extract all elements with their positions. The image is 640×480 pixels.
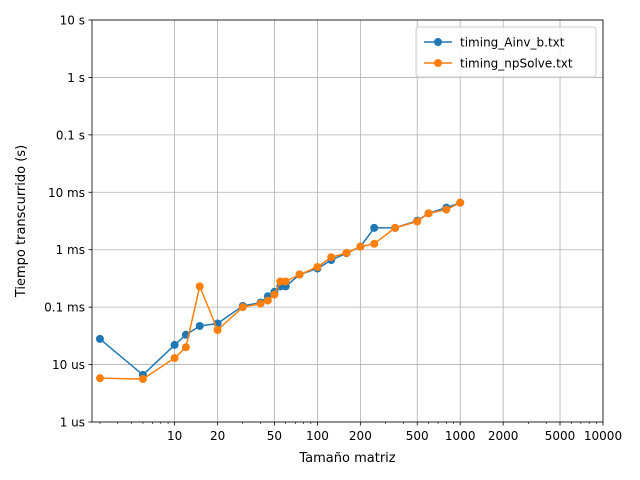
x-tick-label: 1000 [445, 429, 476, 443]
x-tick-label: 2000 [488, 429, 519, 443]
x-axis-label: Tamaño matriz [298, 451, 395, 466]
data-point [370, 239, 379, 248]
x-tick-label: 50 [267, 429, 282, 443]
data-point [295, 270, 304, 279]
data-point [270, 290, 279, 299]
y-tick-label: 10 ms [48, 186, 85, 200]
legend-marker [434, 59, 442, 67]
data-point [456, 198, 465, 207]
y-tick-label: 0.1 s [56, 128, 85, 142]
legend-label: timing_npSolve.txt [460, 57, 573, 71]
data-point [256, 299, 265, 308]
series-timing-npsolve-txt [95, 198, 465, 384]
legend-item: timing_npSolve.txt [424, 57, 573, 71]
data-point [442, 205, 451, 214]
data-point [391, 223, 400, 232]
data-point [342, 248, 351, 257]
data-point [424, 209, 433, 218]
legend-item: timing_Ainv_b.txt [424, 36, 565, 50]
x-tick-label: 20 [210, 429, 225, 443]
x-tick-label: 100 [306, 429, 329, 443]
y-tick-label: 1 us [60, 416, 85, 430]
axes-frame [91, 19, 604, 423]
legend: timing_Ainv_b.txt timing_npSolve.txt [415, 26, 597, 78]
x-tick-label: 10 [167, 429, 182, 443]
data-point [313, 263, 322, 272]
data-point [263, 296, 272, 305]
data-point [327, 253, 336, 262]
y-tick-label: 1 s [67, 71, 85, 85]
data-point [138, 375, 147, 384]
data-point [356, 242, 365, 251]
data-point [170, 340, 179, 349]
data-point [170, 354, 179, 363]
data-point [195, 282, 204, 291]
x-tick-label: 10000 [584, 429, 622, 443]
x-tick-label: 5000 [545, 429, 576, 443]
legend-label: timing_Ainv_b.txt [460, 36, 565, 50]
y-tick-label: 10 us [52, 358, 85, 372]
data-point [181, 343, 190, 352]
data-point [281, 277, 290, 286]
ticks: 10 20 50 100 200 500 1000 2000 5000 10000 1 us 10 u… [44, 14, 622, 444]
y-tick-label: 0.1 ms [44, 301, 85, 315]
legend-box [415, 26, 597, 78]
x-tick-label: 500 [406, 429, 429, 443]
y-axis-label: Tiempo transcurrido (s) [14, 145, 29, 298]
data-point [95, 374, 104, 383]
data-point [213, 325, 222, 334]
data-point [95, 334, 104, 343]
data-point [195, 321, 204, 330]
data-point [413, 217, 422, 226]
series-layer [95, 198, 465, 384]
y-tick-label: 1 ms [56, 243, 85, 257]
data-point [370, 223, 379, 232]
data-point [238, 303, 247, 312]
x-tick-label: 200 [349, 429, 372, 443]
y-tick-label: 10 s [60, 14, 85, 28]
legend-marker [434, 38, 442, 46]
plot-area: 10 20 50 100 200 500 1000 2000 5000 10000 1 us 10 u… [44, 14, 622, 444]
